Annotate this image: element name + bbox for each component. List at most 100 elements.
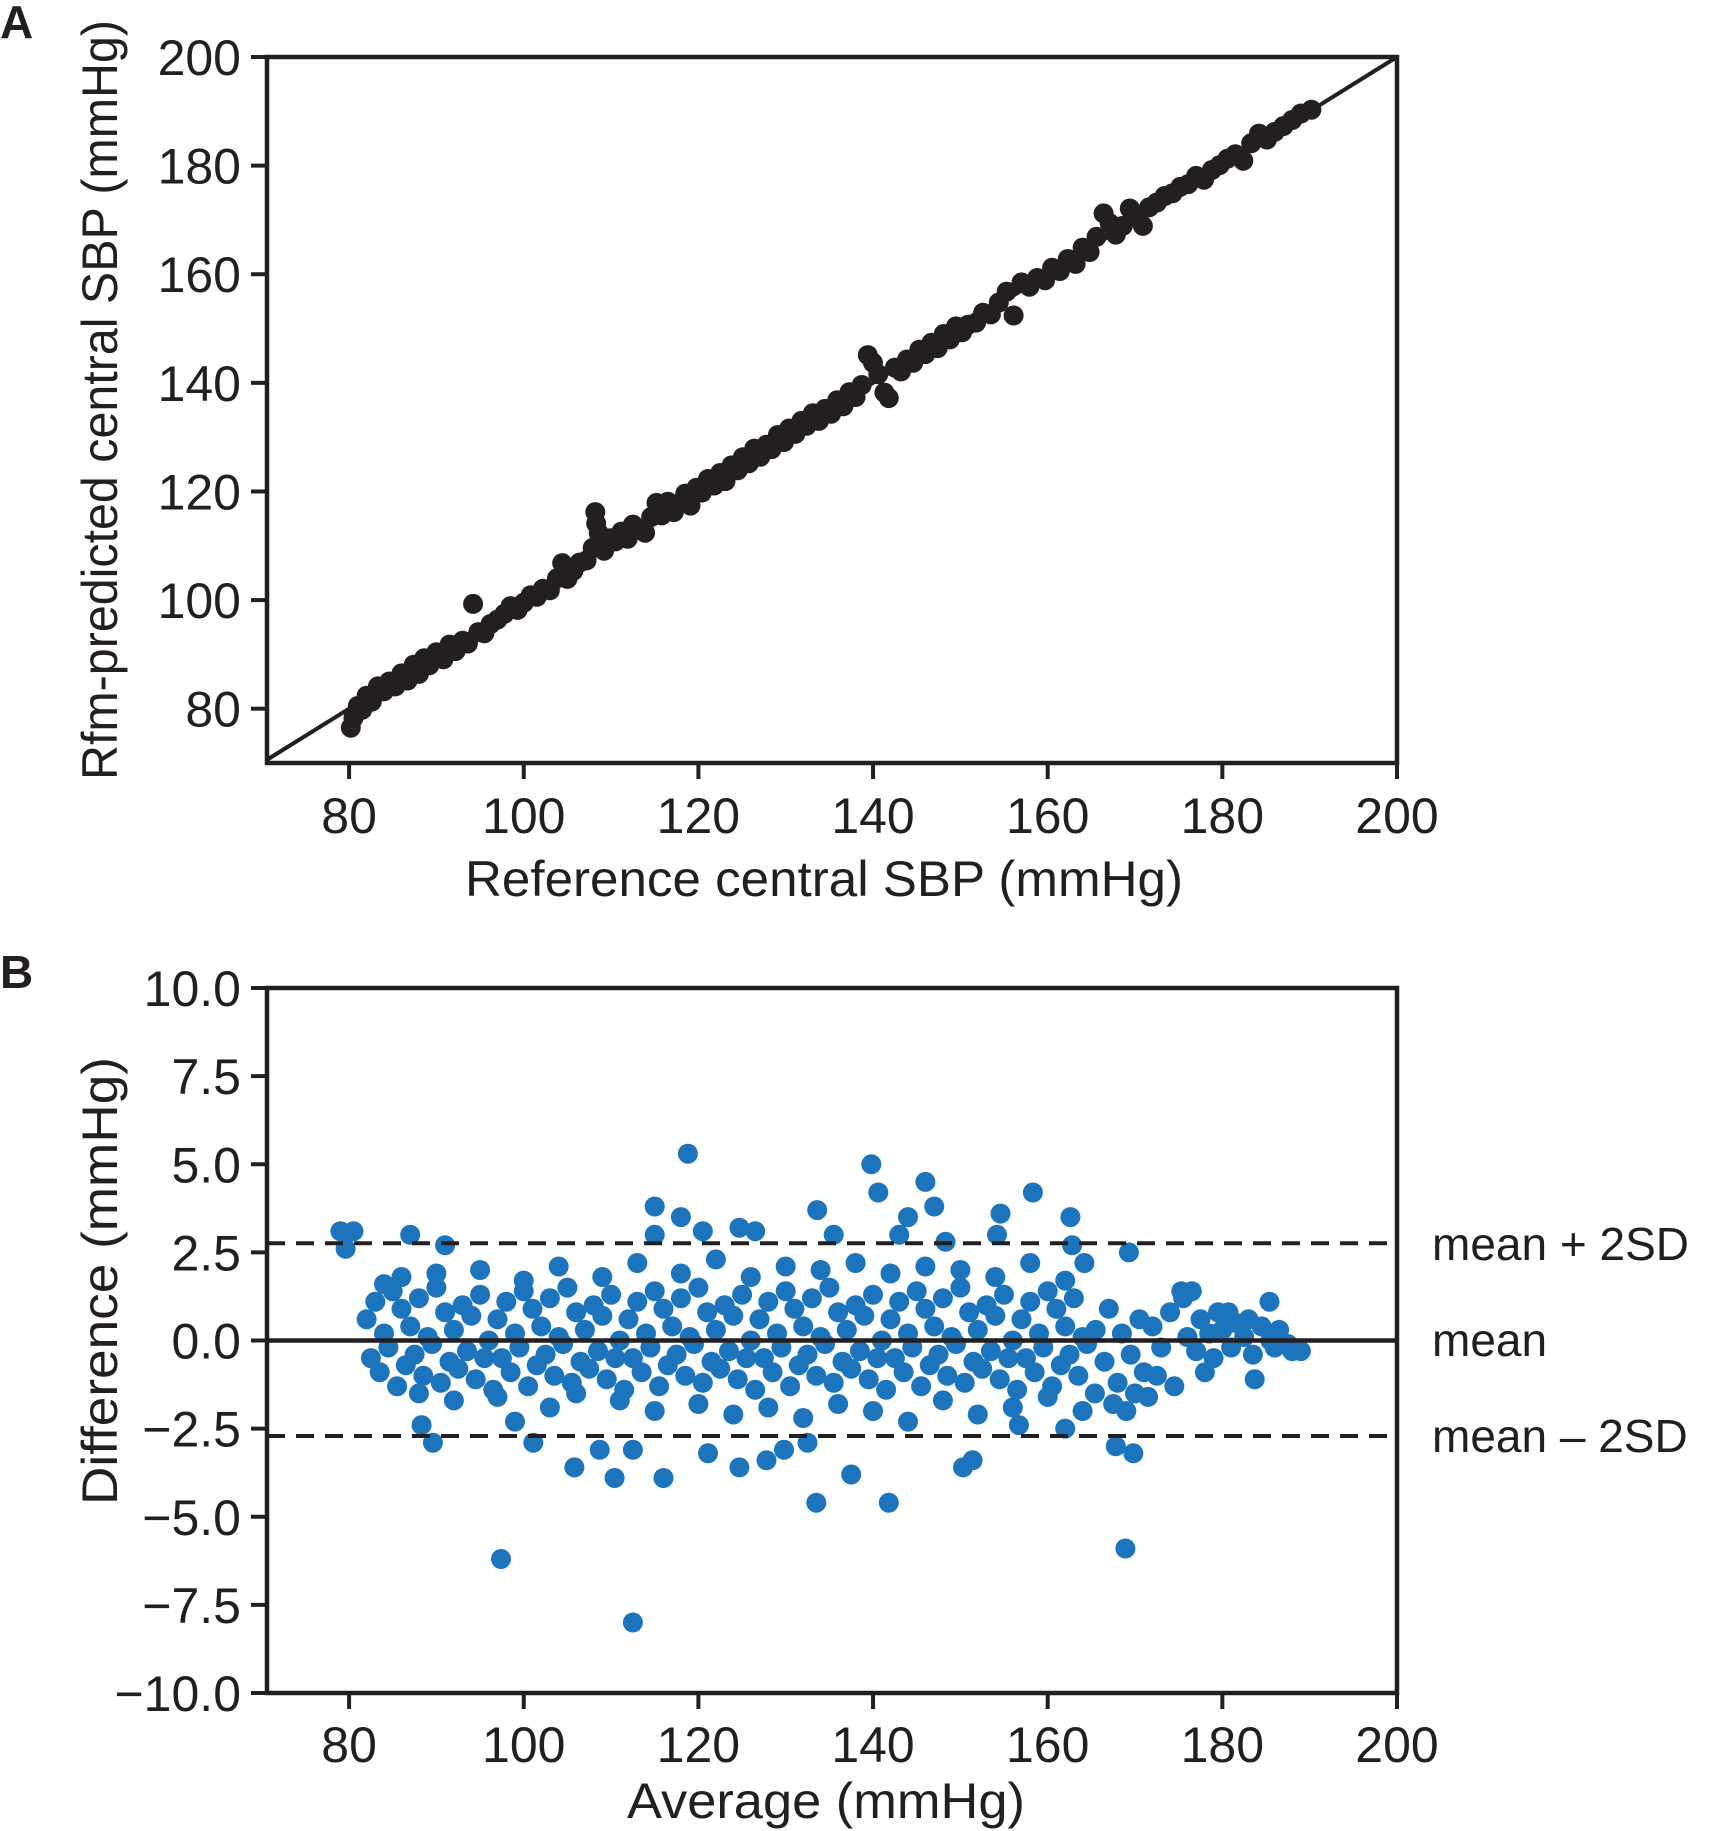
- data-point: [518, 1376, 539, 1397]
- data-point: [823, 1372, 844, 1393]
- panel-b-y-tick-label: −10.0: [114, 1666, 241, 1722]
- data-point: [574, 1319, 595, 1340]
- mean-label: mean: [1432, 1314, 1547, 1366]
- panel-b-x-tick-label: 180: [1181, 1717, 1264, 1773]
- data-point: [443, 1319, 464, 1340]
- panel-a-x-tick-label: 180: [1181, 788, 1264, 844]
- data-point: [878, 1492, 899, 1513]
- data-point: [1068, 1365, 1089, 1386]
- data-point: [745, 1221, 766, 1242]
- data-point: [463, 593, 484, 614]
- data-point: [1218, 1302, 1239, 1323]
- data-point: [732, 1284, 753, 1305]
- data-point: [729, 1217, 750, 1238]
- data-point: [627, 1291, 648, 1312]
- data-point: [723, 1305, 744, 1326]
- data-point: [1164, 1376, 1185, 1397]
- data-point: [1046, 1298, 1067, 1319]
- data-point: [1238, 1309, 1259, 1330]
- panel-b-y-tick-label: 10.0: [144, 961, 241, 1017]
- panel-b-x-tick-label: 100: [482, 1717, 565, 1773]
- data-point: [980, 1341, 1001, 1362]
- data-point: [937, 1365, 958, 1386]
- data-point: [505, 1411, 525, 1432]
- data-point: [878, 388, 899, 409]
- panel-b: B 80 100 120 140 160 180 200 −10.0 −7.5 −5.0 −2.5 0…: [0, 946, 1689, 1829]
- data-point: [408, 1288, 429, 1309]
- data-point: [604, 1468, 625, 1488]
- data-point: [1059, 1344, 1080, 1365]
- panel-b-x-axis-title: Average (mmHg): [627, 1773, 1025, 1829]
- data-point: [889, 1291, 910, 1312]
- data-point: [692, 1221, 713, 1242]
- data-point: [815, 1334, 835, 1354]
- data-point: [1242, 1344, 1263, 1365]
- data-point: [849, 1341, 870, 1362]
- data-point: [911, 1376, 932, 1397]
- data-point: [557, 1277, 578, 1298]
- data-point: [487, 1309, 508, 1330]
- panel-a-x-tick-label: 200: [1355, 788, 1438, 844]
- data-point: [950, 1260, 971, 1280]
- data-point: [496, 1291, 517, 1312]
- data-point: [670, 1207, 691, 1228]
- data-point: [465, 1369, 486, 1390]
- data-point: [774, 1439, 794, 1460]
- data-point: [998, 1348, 1019, 1369]
- data-point: [780, 1376, 801, 1397]
- data-point: [797, 1344, 818, 1365]
- data-point: [413, 1365, 434, 1386]
- data-point: [411, 1415, 432, 1436]
- data-point: [605, 1348, 626, 1369]
- data-point: [1244, 1369, 1265, 1390]
- panel-a-label: A: [0, 0, 33, 48]
- data-point: [644, 1281, 665, 1302]
- panel-a-y-tick-label: 200: [158, 30, 241, 86]
- data-point: [653, 1298, 674, 1319]
- data-point: [1065, 253, 1086, 274]
- data-point: [539, 1397, 560, 1418]
- data-point: [705, 1249, 726, 1270]
- data-point: [579, 1358, 600, 1379]
- data-point: [806, 1365, 827, 1386]
- data-point: [1259, 1291, 1280, 1312]
- data-point: [564, 1457, 585, 1478]
- data-point: [400, 1224, 421, 1245]
- data-point: [618, 1309, 639, 1330]
- panel-a-points: [340, 99, 1322, 738]
- data-point: [430, 1372, 451, 1393]
- panel-a-y-tick-label: 160: [158, 247, 241, 303]
- data-point: [677, 1143, 698, 1164]
- data-point: [666, 1344, 687, 1365]
- data-point: [1085, 1319, 1106, 1340]
- data-point: [408, 1383, 429, 1404]
- data-point: [932, 1288, 953, 1309]
- data-point: [775, 1281, 796, 1302]
- data-point: [1160, 1302, 1180, 1323]
- data-point: [828, 1302, 849, 1323]
- data-point: [422, 1334, 442, 1354]
- mean-plus-2sd-label: mean + 2SD: [1432, 1218, 1689, 1270]
- data-point: [566, 1383, 587, 1404]
- data-point: [924, 1196, 945, 1217]
- data-point: [867, 1348, 888, 1369]
- data-point: [793, 1408, 814, 1428]
- data-point: [1115, 1538, 1136, 1559]
- data-point: [622, 1612, 643, 1633]
- data-point: [740, 1267, 761, 1287]
- data-point: [1003, 305, 1024, 326]
- data-point: [989, 1369, 1010, 1390]
- data-point: [793, 1316, 814, 1337]
- data-point: [1233, 150, 1254, 171]
- data-point: [680, 495, 701, 516]
- data-point: [374, 1274, 394, 1295]
- data-point: [863, 1284, 883, 1305]
- data-point: [1002, 1397, 1023, 1418]
- data-point: [1234, 1327, 1255, 1347]
- data-point: [719, 1341, 739, 1362]
- data-point: [589, 1439, 610, 1460]
- data-point: [688, 1394, 709, 1414]
- panel-a-axes-frame: [264, 54, 1400, 766]
